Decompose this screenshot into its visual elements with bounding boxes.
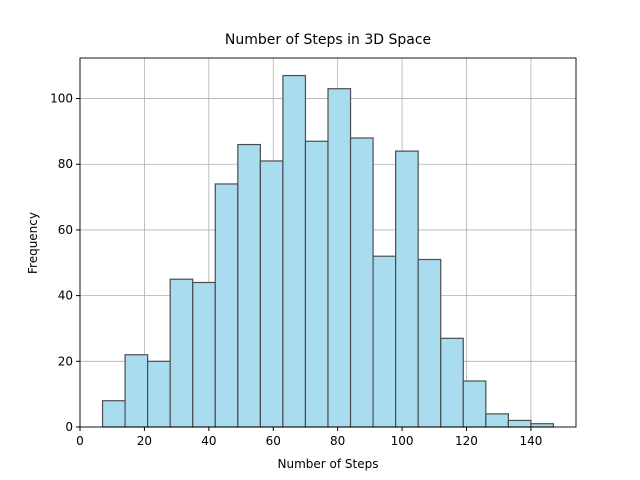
bar [124, 354, 149, 428]
x-axis-label: Number of Steps [278, 457, 379, 471]
y-tick-label: 100 [50, 92, 73, 106]
bar [304, 140, 329, 428]
bar [530, 423, 555, 428]
x-tick-label: 120 [455, 434, 478, 448]
x-tick-label: 60 [266, 434, 281, 448]
bar [417, 258, 442, 428]
x-tick-label: 80 [330, 434, 345, 448]
x-tick-label: 20 [137, 434, 152, 448]
y-tick-label: 60 [58, 223, 73, 237]
x-tick-label: 40 [201, 434, 216, 448]
chart-title: Number of Steps in 3D Space [225, 32, 431, 48]
bar [237, 143, 261, 428]
bar [169, 278, 194, 428]
y-tick-label: 40 [58, 289, 73, 303]
bar [462, 380, 487, 428]
bar [372, 255, 397, 428]
bar [214, 183, 239, 428]
bar [349, 137, 374, 428]
bar [147, 360, 171, 428]
x-tick-label: 100 [391, 434, 414, 448]
x-tick-label: 0 [76, 434, 84, 448]
y-tick-label: 0 [65, 420, 73, 434]
bar [259, 160, 284, 428]
bar [485, 413, 509, 428]
bar [395, 150, 419, 428]
y-tick-label: 20 [58, 354, 73, 368]
plot-frame [79, 57, 577, 428]
x-tick-label: 140 [519, 434, 542, 448]
bar [440, 337, 464, 428]
bar [282, 74, 307, 428]
bar [507, 419, 532, 428]
bar [192, 281, 216, 428]
bar [101, 400, 126, 428]
bar [327, 88, 352, 428]
y-axis-label: Frequency [26, 212, 40, 274]
y-tick-label: 80 [58, 157, 73, 171]
